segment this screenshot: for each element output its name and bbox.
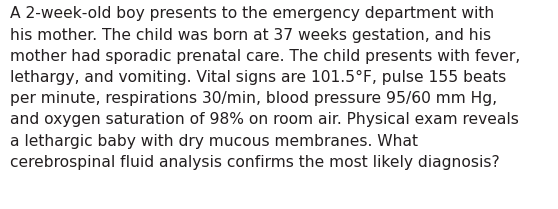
- Text: A 2-week-old boy presents to the emergency department with
his mother. The child: A 2-week-old boy presents to the emergen…: [10, 6, 520, 170]
